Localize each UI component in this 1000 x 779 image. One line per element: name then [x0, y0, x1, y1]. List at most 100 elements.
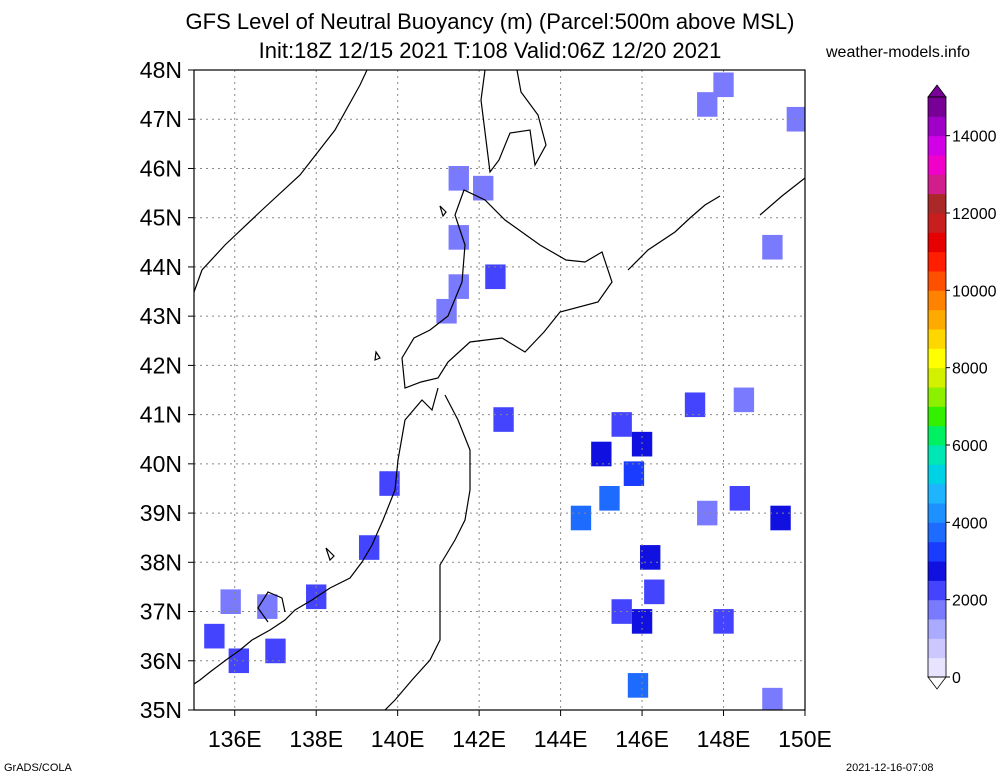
lon-label-4: 144E — [534, 726, 588, 752]
buoyancy-cell-6 — [762, 234, 783, 260]
colorbar-swatch-7 — [928, 522, 946, 543]
buoyancy-cell-36 — [762, 687, 783, 710]
buoyancy-cell-0 — [713, 72, 734, 98]
lon-label-7: 150E — [778, 726, 832, 752]
colorbar-swatch-29 — [928, 97, 946, 117]
buoyancy-cell-29 — [204, 623, 225, 649]
footer-software: GrADS/COLA — [4, 762, 72, 774]
colorbar-bottom-arrow — [927, 676, 947, 690]
lat-label-6: 41N — [140, 402, 182, 428]
lon-label-2: 140E — [371, 726, 425, 752]
colorbar-swatch-15 — [928, 367, 946, 388]
buoyancy-cell-13 — [591, 441, 612, 467]
lat-label-0: 35N — [140, 697, 182, 723]
buoyancy-cell-18 — [570, 505, 592, 531]
colorbar-swatch-0 — [928, 657, 946, 678]
lat-label-13: 48N — [140, 57, 182, 83]
buoyancy-cell-31 — [257, 594, 278, 619]
colorbar-swatch-22 — [928, 232, 946, 253]
colorbar: 0 2000 4000 6000 8000 10000 12000 14000 — [927, 84, 997, 690]
buoyancy-cell-17 — [599, 486, 620, 511]
buoyancy-cell-34 — [220, 589, 241, 614]
colorbar-swatch-19 — [928, 290, 946, 311]
buoyancy-cell-22 — [640, 545, 661, 570]
buoyancy-cell-12 — [631, 431, 653, 457]
colorbar-swatch-9 — [928, 483, 946, 504]
colorbar-swatch-3 — [928, 599, 946, 620]
colorbar-swatch-21 — [928, 251, 946, 272]
colorbar-swatch-1 — [928, 638, 946, 659]
lat-label-9: 44N — [140, 254, 182, 280]
colorbar-frame — [927, 96, 947, 678]
buoyancy-cell-21 — [770, 505, 791, 531]
lon-label-3: 142E — [452, 726, 506, 752]
buoyancy-cell-1 — [697, 92, 718, 117]
lon-label-6: 148E — [697, 726, 751, 752]
lat-label-8: 43N — [140, 303, 182, 329]
colorbar-swatch-25 — [928, 174, 946, 195]
buoyancy-cell-8 — [448, 274, 469, 299]
lat-label-12: 47N — [140, 106, 182, 132]
buoyancy-cell-10 — [493, 407, 514, 432]
chart-title: GFS Level of Neutral Buoyancy (m) (Parce… — [185, 9, 795, 34]
colorbar-swatch-26 — [928, 155, 946, 175]
lon-label-0: 136E — [208, 726, 262, 752]
colorbar-swatch-27 — [928, 135, 946, 156]
buoyancy-cell-35 — [627, 673, 649, 698]
buoyancy-cell-23 — [644, 579, 665, 605]
colorbar-swatch-10 — [928, 464, 946, 485]
colorbar-swatch-23 — [928, 213, 946, 233]
colorbar-label-1: 2000 — [952, 593, 988, 610]
buoyancy-cell-15 — [733, 387, 755, 413]
colorbar-swatch-12 — [928, 425, 946, 446]
buoyancy-cell-19 — [729, 486, 751, 511]
buoyancy-cell-26 — [713, 609, 734, 634]
coastline — [194, 70, 805, 710]
map-frame — [193, 69, 806, 711]
chart-subtitle: Init:18Z 12/15 2021 T:108 Valid:06Z 12/2… — [258, 38, 722, 63]
lat-label-11: 46N — [140, 155, 182, 181]
axis-labels: 136E 138E 140E 142E 144E 146E 148E 150E 35N 36N 37… — [140, 57, 832, 752]
buoyancy-cell-16 — [623, 461, 645, 486]
footer-timestamp: 2021-12-16-07:08 — [846, 762, 934, 774]
colorbar-top-arrow — [927, 84, 947, 98]
colorbar-swatch-5 — [928, 561, 946, 581]
colorbar-swatch-4 — [928, 580, 946, 601]
buoyancy-cell-11 — [611, 412, 632, 437]
lat-label-3: 38N — [140, 549, 182, 575]
lat-label-10: 45N — [140, 205, 182, 231]
colorbar-swatch-11 — [928, 445, 946, 465]
colorbar-swatch-18 — [928, 309, 946, 330]
buoyancy-cell-27 — [358, 535, 380, 560]
site-credit: weather-models.info — [826, 44, 971, 61]
colorbar-swatch-24 — [928, 193, 946, 214]
colorbar-label-5: 10000 — [952, 283, 997, 300]
colorbar-swatch-16 — [928, 348, 946, 369]
lat-label-2: 37N — [140, 599, 182, 625]
colorbar-swatch-20 — [928, 271, 946, 291]
lon-label-5: 146E — [615, 726, 669, 752]
colorbar-swatch-28 — [928, 116, 946, 137]
buoyancy-cell-3 — [448, 166, 469, 191]
lon-label-1: 138E — [289, 726, 343, 752]
colorbar-swatch-14 — [928, 387, 946, 407]
colorbar-swatch-6 — [928, 541, 946, 562]
buoyancy-cell-4 — [473, 175, 494, 201]
buoyancy-cell-9 — [436, 298, 457, 324]
colorbar-label-3: 6000 — [952, 438, 988, 455]
colorbar-label-0: 0 — [952, 670, 961, 687]
colorbar-swatch-17 — [928, 329, 946, 349]
lat-label-1: 36N — [140, 648, 182, 674]
buoyancy-cell-14 — [684, 392, 706, 418]
colorbar-label-2: 4000 — [952, 515, 988, 532]
buoyancy-cell-7 — [485, 264, 506, 290]
colorbar-swatch-13 — [928, 406, 946, 427]
buoyancy-field — [204, 72, 805, 710]
colorbar-label-7: 14000 — [952, 129, 997, 146]
colorbar-swatch-8 — [928, 503, 946, 523]
lat-label-7: 42N — [140, 352, 182, 378]
colorbar-label-6: 12000 — [952, 206, 997, 223]
buoyancy-cell-5 — [448, 225, 469, 250]
buoyancy-cell-32 — [265, 638, 286, 664]
